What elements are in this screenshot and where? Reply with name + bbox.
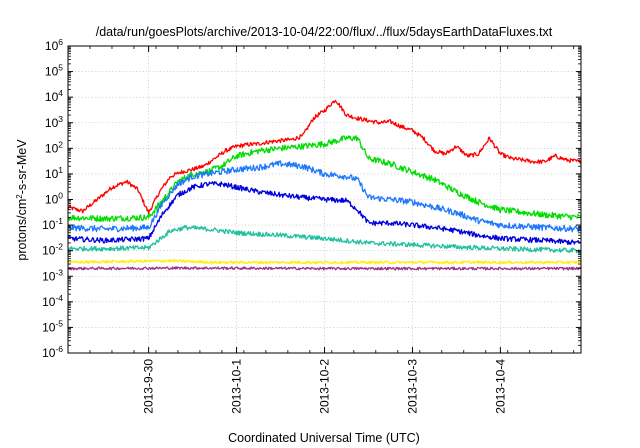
y-tick-base: 10 (42, 320, 56, 334)
y-tick-exp: -2 (55, 242, 63, 252)
y-tick-label: 10-2 (42, 242, 63, 258)
x-tick-label: 2013-10-3 (405, 359, 419, 414)
y-tick-base: 10 (45, 193, 59, 207)
y-axis-label: protons/cm2-s-sr-MeV (15, 139, 30, 261)
flux-series-line (67, 160, 582, 233)
x-tick-label: 2013-9-30 (142, 359, 156, 414)
flux-series-line (68, 135, 582, 223)
y-tick-label: 10-5 (42, 318, 63, 334)
y-tick-label: 10-1 (42, 216, 63, 232)
y-tick-base: 10 (45, 116, 59, 130)
flux-series-line (67, 181, 582, 246)
y-tick-exp: 5 (58, 63, 63, 73)
x-axis-label: Coordinated Universal Time (UTC) (228, 431, 420, 445)
y-tick-labels: 10-610-510-410-310-210-11001011021031041… (42, 37, 63, 360)
y-tick-exp: 2 (58, 139, 63, 149)
y-tick-exp: 4 (58, 88, 63, 98)
flux-series-line (67, 266, 582, 271)
y-tick-base: 10 (45, 65, 59, 79)
y-tick-exp: 0 (58, 191, 63, 201)
y-axis-label-base: protons/cm (15, 199, 29, 261)
y-tick-label: 106 (45, 37, 63, 53)
y-tick-label: 10-4 (42, 293, 63, 309)
y-tick-label: 10-6 (42, 344, 63, 360)
y-tick-exp: -1 (55, 216, 63, 226)
y-tick-exp: 6 (58, 37, 63, 47)
y-tick-base: 10 (42, 269, 56, 283)
y-tick-label: 101 (45, 165, 63, 181)
y-tick-base: 10 (42, 346, 56, 360)
x-tick-labels: 2013-9-30 2013-10-1 2013-10-2 2013-10-3 2013… (142, 359, 508, 414)
grid-lines (68, 46, 581, 353)
y-tick-label: 100 (45, 191, 63, 207)
y-tick-exp: -4 (55, 293, 63, 303)
y-tick-base: 10 (42, 295, 56, 309)
y-tick-exp: 1 (58, 165, 63, 175)
y-tick-base: 10 (45, 141, 59, 155)
flux-series-line (67, 224, 582, 254)
series-lines (67, 99, 582, 271)
y-tick-exp: 3 (58, 114, 63, 124)
flux-series-line (67, 99, 582, 215)
y-tick-label: 105 (45, 63, 63, 79)
y-tick-exp: -6 (55, 344, 63, 354)
y-tick-base: 10 (42, 244, 56, 258)
y-axis-label-sup: 2 (15, 194, 24, 199)
y-tick-label: 102 (45, 139, 63, 155)
y-tick-base: 10 (45, 39, 59, 53)
chart-title: /data/run/goesPlots/archive/2013-10-04/2… (96, 25, 553, 39)
y-tick-base: 10 (42, 218, 56, 232)
y-tick-exp: -3 (55, 267, 63, 277)
y-axis-label-rest: -s-sr-MeV (15, 139, 29, 195)
axis-ticks (67, 45, 581, 354)
x-tick-label: 2013-10-4 (493, 359, 507, 414)
y-tick-label: 103 (45, 114, 63, 130)
y-tick-base: 10 (45, 90, 59, 104)
flux-series-line (67, 259, 582, 265)
y-tick-exp: -5 (55, 318, 63, 328)
y-tick-label: 10-3 (42, 267, 63, 283)
x-tick-label: 2013-10-1 (230, 359, 244, 414)
x-tick-label: 2013-10-2 (318, 359, 332, 414)
y-tick-base: 10 (45, 167, 59, 181)
y-tick-label: 104 (45, 88, 63, 104)
